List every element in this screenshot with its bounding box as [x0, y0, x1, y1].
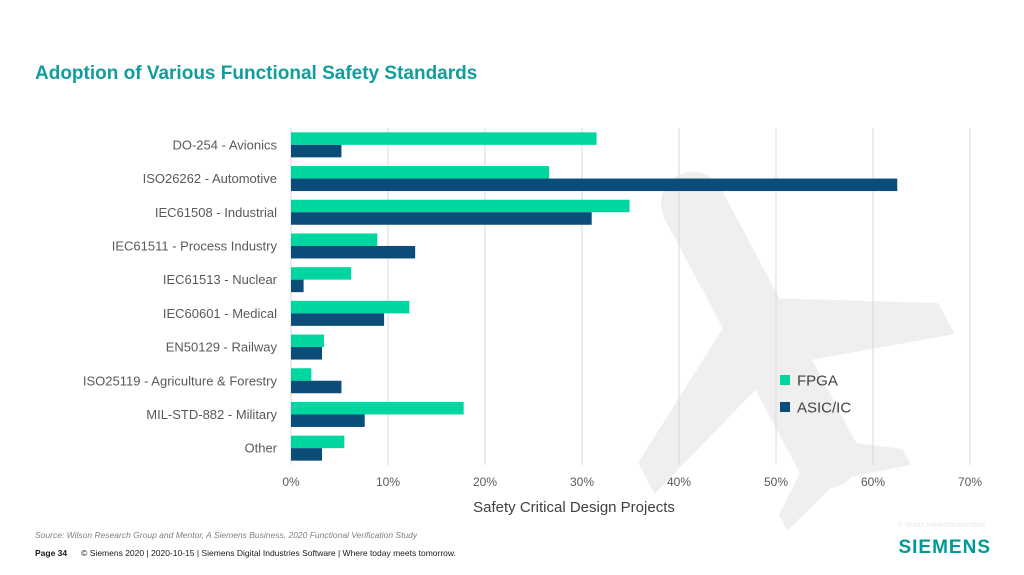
x-tick-label: 20%: [473, 475, 497, 489]
bar-asic-ic: [291, 212, 592, 225]
legend-swatch: [780, 402, 790, 412]
siemens-logo: SIEMENS: [898, 537, 991, 558]
x-tick-label: 70%: [958, 475, 982, 489]
bar-fpga: [291, 199, 630, 213]
source-note: Source: Wilson Research Group and Mentor…: [35, 530, 418, 540]
x-axis-title: Safety Critical Design Projects: [473, 499, 675, 516]
footer-text: © Siemens 2020 | 2020-10-15 | Siemens Di…: [81, 548, 456, 558]
bar-asic-ic: [291, 178, 898, 192]
category-label: EN50129 - Railway: [166, 340, 278, 355]
x-tick-label: 10%: [376, 475, 400, 489]
x-tick-labels: 0% 10% 20% 30% 40% 50% 60% 70%: [282, 475, 982, 489]
category-label: DO-254 - Avionics: [172, 137, 277, 152]
legend-label: FPGA: [797, 373, 838, 390]
x-tick-label: 50%: [764, 475, 788, 489]
category-label: Other: [244, 441, 277, 456]
bar-fpga: [291, 334, 324, 348]
bar-fpga: [291, 401, 464, 415]
legend-label: ASIC/IC: [797, 400, 851, 417]
bar-asic-ic: [291, 245, 416, 259]
category-label: IEC60601 - Medical: [163, 306, 277, 321]
bar-asic-ic: [291, 380, 342, 394]
bar-fpga: [291, 166, 550, 179]
x-tick-label: 0%: [282, 475, 300, 489]
bar-asic-ic: [291, 448, 323, 461]
legend: FPGA ASIC/IC: [780, 373, 851, 417]
category-label: MIL-STD-882 - Military: [146, 407, 277, 422]
slide-title: Adoption of Various Functional Safety St…: [35, 63, 478, 84]
legend-swatch: [780, 375, 790, 385]
bar-asic-ic: [291, 313, 385, 326]
bars: [291, 132, 898, 461]
footer: Page 34 © Siemens 2020 | 2020-10-15 | Sie…: [35, 548, 456, 558]
bar-fpga: [291, 132, 597, 145]
category-label: ISO25119 - Agriculture & Forestry: [83, 373, 278, 388]
category-label: IEC61508 - Industrial: [155, 205, 277, 220]
bar-asic-ic: [291, 347, 323, 360]
bar-asic-ic: [291, 144, 342, 158]
x-tick-label: 60%: [861, 475, 885, 489]
category-label: ISO26262 - Automotive: [143, 171, 277, 186]
bar-fpga: [291, 368, 312, 381]
airplane-watermark-icon: [638, 171, 955, 531]
page-number: Page 34: [35, 548, 68, 558]
category-label: IEC61513 - Nuclear: [163, 272, 278, 287]
image-credit: © Moritz Kaiser/shutterstock: [898, 522, 986, 529]
bar-fpga: [291, 300, 410, 314]
category-labels: DO-254 - Avionics ISO26262 - Automotive IE…: [83, 137, 278, 455]
x-tick-label: 40%: [667, 475, 691, 489]
x-tick-label: 30%: [570, 475, 594, 489]
category-label: IEC61511 - Process Industry: [112, 238, 278, 253]
bar-fpga: [291, 233, 378, 246]
bar-fpga: [291, 267, 352, 280]
bar-asic-ic: [291, 279, 304, 293]
bar-fpga: [291, 435, 345, 449]
bar-asic-ic: [291, 414, 365, 427]
